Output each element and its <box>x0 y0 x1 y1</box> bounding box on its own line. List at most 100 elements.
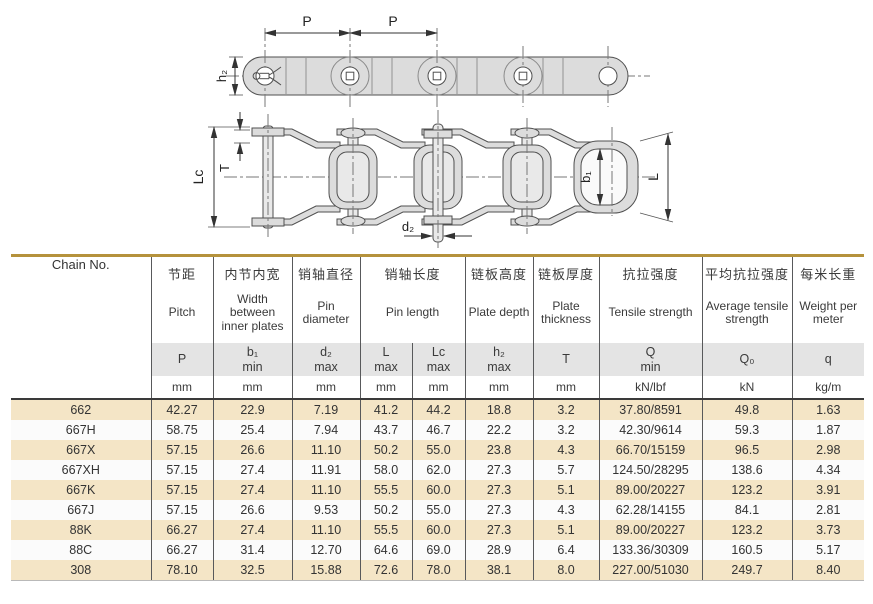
value-cell: 42.27 <box>151 399 214 420</box>
sym-pitch: P <box>151 343 214 376</box>
value-cell: 133.36/30309 <box>599 540 703 560</box>
plate-depth-label: h₂ <box>214 70 229 82</box>
col-pin-diameter-en: Pin diameter <box>302 298 350 326</box>
value-cell: 89.00/20227 <box>599 520 703 540</box>
col-avg-tensile-strength-cn: 平均抗拉强度 <box>705 267 790 282</box>
col-inner-width-cn: 内节内宽 <box>224 267 281 282</box>
col-pitch: 节距 Pitch <box>151 255 214 343</box>
value-cell: 55.5 <box>360 520 413 540</box>
col-pin-length: 销轴长度 Pin length <box>360 255 466 343</box>
col-tensile-strength: 抗拉强度 Tensile strength <box>599 255 703 343</box>
col-plate-depth: 链板高度 Plate depth <box>465 255 534 343</box>
value-cell: 89.00/20227 <box>599 480 703 500</box>
value-cell: 23.8 <box>465 440 534 460</box>
value-cell: 26.6 <box>213 440 293 460</box>
value-cell: 5.7 <box>533 460 600 480</box>
chain-no-cell: 667J <box>11 500 152 520</box>
sym-plate-thickness: T <box>533 343 600 376</box>
plate-seams <box>285 58 564 94</box>
value-cell: 41.2 <box>360 399 413 420</box>
col-pin-diameter: 销轴直径 Pin diameter <box>292 255 361 343</box>
sym-inner-width: b₁ min <box>213 343 293 376</box>
value-cell: 18.8 <box>465 399 534 420</box>
value-cell: 66.27 <box>151 520 214 540</box>
value-cell: 78.0 <box>412 560 466 581</box>
value-cell: 27.3 <box>465 480 534 500</box>
table-row: 88C 66.27 31.4 12.70 64.6 69.0 28.9 6.4 133.36/3… <box>11 540 865 560</box>
header-row-symbols: P b₁ min d₂ max L max Lc max h₂ max T Q … <box>11 343 865 376</box>
table-row: 667H 58.75 25.4 7.94 43.7 46.7 22.2 3.2 42.30/96… <box>11 420 865 440</box>
value-cell: 50.2 <box>360 440 413 460</box>
pin-length-label: L <box>645 173 661 181</box>
pin-length-cotter-label: Lc <box>190 170 206 185</box>
col-pitch-en: Pitch <box>168 305 196 320</box>
value-cell: 27.3 <box>465 460 534 480</box>
value-cell: 28.9 <box>465 540 534 560</box>
sym-plate-depth: h₂ max <box>465 343 534 376</box>
chain-no-cell: 308 <box>11 560 152 581</box>
value-cell: 49.8 <box>702 399 793 420</box>
col-plate-thickness: 链板厚度 Plate thickness <box>533 255 600 343</box>
col-avg-tensile-strength: 平均抗拉强度 Average tensile strength <box>702 255 793 343</box>
value-cell: 64.6 <box>360 540 413 560</box>
unit-pitch: mm <box>151 376 214 400</box>
value-cell: 66.70/15159 <box>599 440 703 460</box>
unit-avg-tensile-strength: kN <box>702 376 793 400</box>
chain-side-view: P P h₂ <box>214 13 650 107</box>
value-cell: 22.9 <box>213 399 293 420</box>
chain-no-cell: 667XH <box>11 460 152 480</box>
table-header: Chain No. 节距 Pitch 内节内宽 Width between in… <box>11 255 865 400</box>
value-cell: 78.10 <box>151 560 214 581</box>
spec-table-body: 662 42.27 22.9 7.19 41.2 44.2 18.8 3.2 37.80/859… <box>11 399 865 581</box>
value-cell: 2.81 <box>816 503 841 517</box>
value-cell: 60.0 <box>412 520 466 540</box>
inner-width-dimension: b₁ <box>578 148 604 206</box>
value-cell: 50.2 <box>360 500 413 520</box>
value-cell: 1.63 <box>816 403 841 417</box>
chain-no-cell: 88K <box>11 520 152 540</box>
pitch-dimension-1: P <box>264 13 351 37</box>
col-weight: 每米长重 Weight per meter <box>792 256 864 344</box>
col-plate-depth-cn: 链板高度 <box>471 267 528 282</box>
spec-table-wrapper: Chain No. 节距 Pitch 内节内宽 Width between in… <box>11 254 873 581</box>
chain-no-cell: 667K <box>11 480 152 500</box>
unit-pin-length-l: mm <box>360 376 413 400</box>
chain-no-cell: 88C <box>11 540 152 560</box>
value-cell: 59.3 <box>702 420 793 440</box>
value-cell: 55.5 <box>360 480 413 500</box>
pin-centerlines <box>267 110 613 248</box>
col-avg-tensile-strength-en: Average tensile strength <box>705 298 789 326</box>
table-row: 308 78.10 32.5 15.88 72.6 78.0 38.1 8.0 227.00/5… <box>11 560 865 581</box>
value-cell: 22.2 <box>465 420 534 440</box>
value-cell: 227.00/51030 <box>599 560 703 581</box>
value-cell: 4.3 <box>533 440 600 460</box>
value-cell: 72.6 <box>360 560 413 581</box>
value-cell: 7.94 <box>292 420 361 440</box>
value-cell: 124.50/28295 <box>599 460 703 480</box>
value-cell: 160.5 <box>702 540 793 560</box>
col-plate-thickness-cn: 链板厚度 <box>538 267 595 282</box>
table-row: 667J 57.15 26.6 9.53 50.2 55.0 27.3 4.3 62.28/14… <box>11 500 865 520</box>
value-cell: 123.2 <box>702 520 793 540</box>
col-inner-width: 内节内宽 Width between inner plates <box>213 255 293 343</box>
sym-weight: q <box>792 343 865 376</box>
col-plate-depth-en: Plate depth <box>468 305 530 320</box>
col-tensile-strength-en: Tensile strength <box>608 305 693 320</box>
value-cell: 37.80/8591 <box>599 399 703 420</box>
value-cell: 6.4 <box>533 540 600 560</box>
inner-width-label: b₁ <box>578 171 593 183</box>
value-cell: 11.91 <box>292 460 361 480</box>
col-weight-en: Weight per meter <box>799 298 858 326</box>
unit-pin-diameter: mm <box>292 376 361 400</box>
header-row-units: mm mm mm mm mm mm mm kN/lbf kN kg/m <box>11 376 865 400</box>
col-tensile-strength-cn: 抗拉强度 <box>622 267 679 282</box>
value-cell: 42.30/9614 <box>599 420 703 440</box>
value-cell: 27.4 <box>213 460 293 480</box>
value-cell: 5.1 <box>533 480 600 500</box>
value-cell: 138.6 <box>702 460 793 480</box>
col-pin-diameter-cn: 销轴直径 <box>297 267 354 282</box>
chain-spec-table: Chain No. 节距 Pitch 内节内宽 Width between in… <box>11 254 865 581</box>
value-cell: 31.4 <box>213 540 293 560</box>
unit-plate-depth: mm <box>465 376 534 400</box>
